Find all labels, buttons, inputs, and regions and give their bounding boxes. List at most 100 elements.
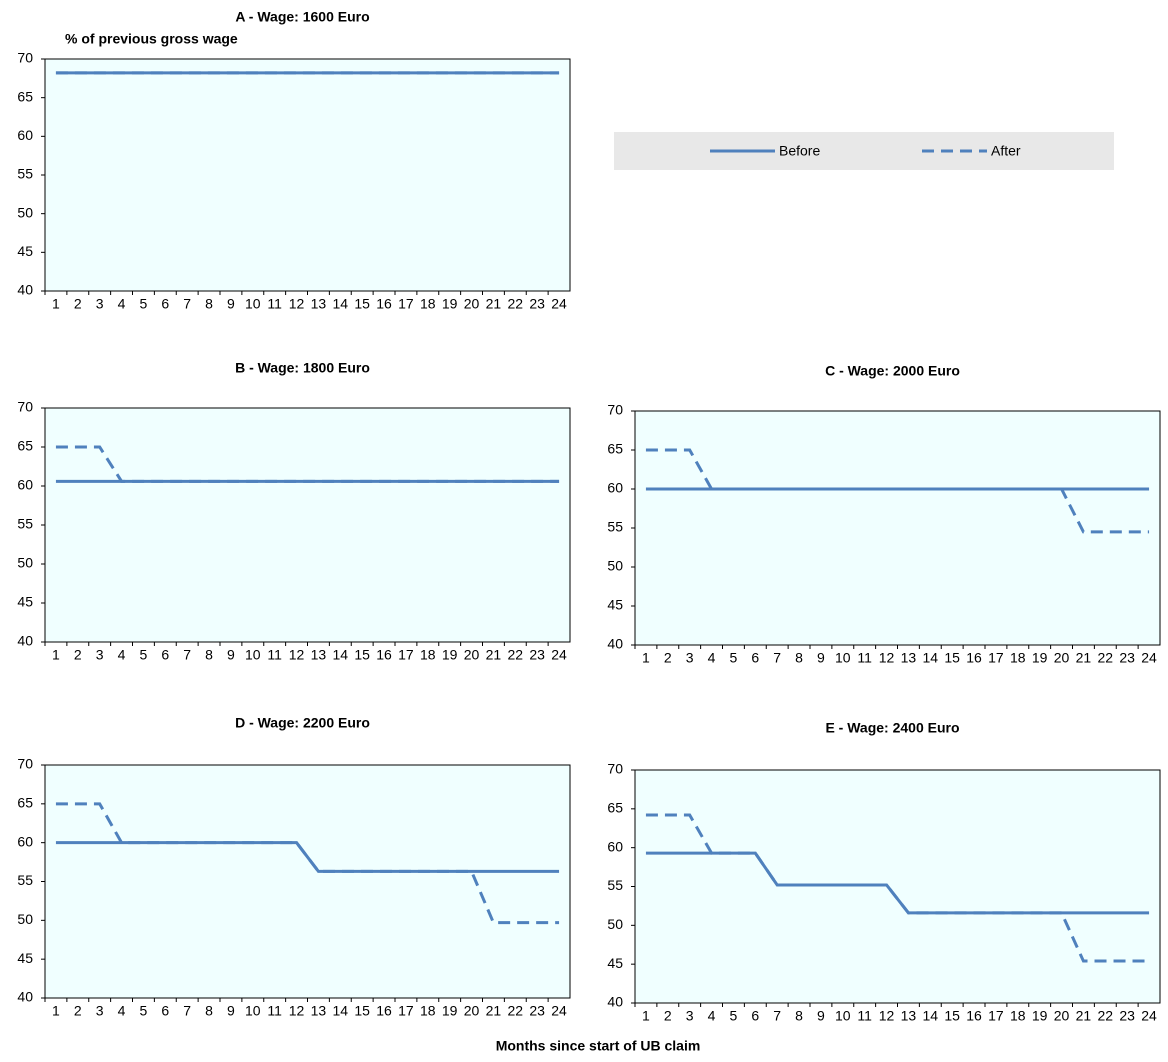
x-tick-label: 12 bbox=[879, 650, 895, 666]
x-tick-label: 21 bbox=[486, 296, 502, 312]
x-tick-label: 13 bbox=[311, 647, 327, 663]
x-tick-label: 19 bbox=[1032, 1008, 1048, 1024]
y-tick-label: 45 bbox=[17, 950, 33, 966]
y-tick-label: 40 bbox=[607, 994, 623, 1010]
x-tick-label: 10 bbox=[245, 647, 261, 663]
x-tick-label: 13 bbox=[311, 296, 327, 312]
x-tick-label: 15 bbox=[944, 1008, 960, 1024]
x-tick-label: 1 bbox=[642, 1008, 650, 1024]
chart-title: D - Wage: 2200 Euro bbox=[235, 715, 370, 731]
x-tick-label: 5 bbox=[140, 1003, 148, 1019]
x-tick-label: 8 bbox=[205, 1003, 213, 1019]
x-tick-label: 19 bbox=[442, 296, 458, 312]
x-tick-label: 13 bbox=[901, 1008, 917, 1024]
x-tick-label: 23 bbox=[1119, 1008, 1135, 1024]
chart-title: B - Wage: 1800 Euro bbox=[235, 360, 370, 376]
x-tick-label: 24 bbox=[1141, 650, 1157, 666]
x-tick-label: 2 bbox=[74, 647, 82, 663]
x-tick-label: 11 bbox=[857, 650, 872, 666]
x-tick-label: 4 bbox=[118, 1003, 126, 1019]
x-tick-label: 21 bbox=[1076, 1008, 1092, 1024]
x-tick-label: 21 bbox=[1076, 650, 1092, 666]
x-tick-label: 15 bbox=[354, 296, 370, 312]
legend bbox=[614, 132, 1114, 170]
x-tick-label: 4 bbox=[708, 650, 716, 666]
x-tick-label: 20 bbox=[1054, 650, 1070, 666]
x-tick-label: 17 bbox=[988, 1008, 1004, 1024]
legend-label: After bbox=[991, 143, 1021, 159]
x-tick-label: 3 bbox=[686, 1008, 694, 1024]
y-tick-label: 65 bbox=[607, 441, 623, 457]
plot-area bbox=[634, 769, 1161, 1004]
x-tick-label: 14 bbox=[333, 296, 349, 312]
x-tick-label: 18 bbox=[420, 296, 436, 312]
y-axis-label: % of previous gross wage bbox=[65, 31, 238, 47]
x-tick-label: 8 bbox=[795, 650, 803, 666]
x-tick-label: 7 bbox=[183, 647, 191, 663]
x-tick-label: 5 bbox=[140, 296, 148, 312]
plot-area bbox=[634, 410, 1161, 646]
y-tick-label: 55 bbox=[17, 516, 33, 532]
x-tick-label: 1 bbox=[52, 296, 60, 312]
x-tick-label: 9 bbox=[817, 650, 825, 666]
y-tick-label: 55 bbox=[607, 877, 623, 893]
x-tick-label: 12 bbox=[879, 1008, 895, 1024]
x-tick-label: 24 bbox=[1141, 1008, 1157, 1024]
x-tick-label: 20 bbox=[1054, 1008, 1070, 1024]
x-tick-label: 16 bbox=[376, 647, 392, 663]
x-tick-label: 4 bbox=[118, 296, 126, 312]
x-tick-label: 10 bbox=[245, 1003, 261, 1019]
x-tick-label: 14 bbox=[923, 650, 939, 666]
x-tick-label: 12 bbox=[289, 647, 305, 663]
x-axis-label: Months since start of UB claim bbox=[496, 1038, 701, 1054]
x-tick-label: 24 bbox=[551, 296, 567, 312]
y-tick-label: 55 bbox=[607, 519, 623, 535]
legend-label: Before bbox=[779, 143, 820, 159]
x-tick-label: 22 bbox=[1098, 1008, 1114, 1024]
x-tick-label: 1 bbox=[52, 647, 60, 663]
x-tick-label: 12 bbox=[289, 1003, 305, 1019]
x-tick-label: 4 bbox=[708, 1008, 716, 1024]
x-tick-label: 8 bbox=[205, 296, 213, 312]
y-tick-label: 65 bbox=[17, 88, 33, 104]
x-tick-label: 22 bbox=[508, 296, 524, 312]
x-tick-label: 6 bbox=[751, 650, 759, 666]
y-tick-label: 70 bbox=[17, 50, 33, 66]
y-tick-label: 40 bbox=[17, 282, 33, 298]
x-tick-label: 11 bbox=[267, 647, 282, 663]
series-line bbox=[645, 851, 1150, 915]
x-tick-label: 21 bbox=[486, 1003, 502, 1019]
x-tick-label: 6 bbox=[161, 296, 169, 312]
x-tick-label: 14 bbox=[923, 1008, 939, 1024]
x-tick-label: 10 bbox=[245, 296, 261, 312]
x-tick-label: 23 bbox=[529, 1003, 545, 1019]
x-tick-label: 2 bbox=[74, 1003, 82, 1019]
y-tick-label: 50 bbox=[17, 911, 33, 927]
x-tick-label: 6 bbox=[751, 1008, 759, 1024]
x-tick-label: 13 bbox=[311, 1003, 327, 1019]
x-tick-label: 19 bbox=[1032, 650, 1048, 666]
y-tick-label: 65 bbox=[17, 795, 33, 811]
x-tick-label: 16 bbox=[966, 650, 982, 666]
x-tick-label: 24 bbox=[551, 647, 567, 663]
x-tick-label: 2 bbox=[664, 1008, 672, 1024]
x-tick-label: 18 bbox=[420, 647, 436, 663]
y-tick-label: 70 bbox=[17, 399, 33, 415]
x-tick-label: 17 bbox=[398, 296, 414, 312]
x-tick-label: 19 bbox=[442, 647, 458, 663]
y-tick-label: 40 bbox=[17, 989, 33, 1005]
y-tick-label: 55 bbox=[17, 166, 33, 182]
y-tick-label: 45 bbox=[17, 243, 33, 259]
x-tick-label: 11 bbox=[267, 296, 282, 312]
y-tick-label: 50 bbox=[17, 204, 33, 220]
y-tick-label: 60 bbox=[17, 477, 33, 493]
x-tick-label: 10 bbox=[835, 1008, 851, 1024]
y-tick-label: 50 bbox=[607, 558, 623, 574]
x-tick-label: 9 bbox=[227, 296, 235, 312]
x-tick-label: 9 bbox=[817, 1008, 825, 1024]
x-tick-label: 6 bbox=[161, 647, 169, 663]
x-tick-label: 4 bbox=[118, 647, 126, 663]
y-tick-label: 60 bbox=[17, 833, 33, 849]
x-tick-label: 7 bbox=[183, 1003, 191, 1019]
